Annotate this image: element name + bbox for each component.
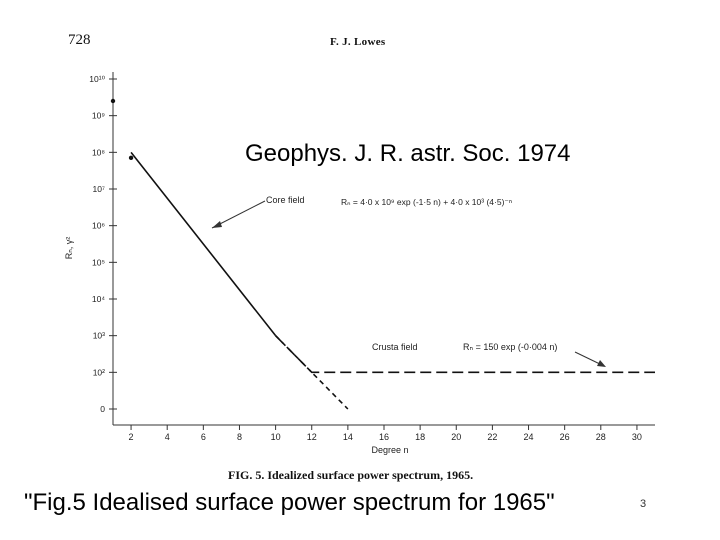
x-tick-label: 26 [560, 432, 570, 442]
x-tick-label: 30 [632, 432, 642, 442]
x-tick-label: 16 [379, 432, 389, 442]
x-tick-label: 12 [307, 432, 317, 442]
y-axis-label: Rₙ, γ² [64, 237, 74, 260]
journal-reference-title: Geophys. J. R. astr. Soc. 1974 [245, 140, 571, 167]
y-tick-label: 10⁹ [92, 111, 105, 121]
y-tick-label: 10⁶ [92, 221, 105, 231]
crustal-field-label: Crusta field [372, 342, 418, 352]
core-field-label: Core field [266, 195, 305, 205]
series-line-2 [275, 335, 349, 410]
crustal-field-formula: Rₙ = 150 exp (-0·004 n) [463, 342, 557, 352]
core-field-arrowhead [212, 221, 222, 228]
core-field-formula: Rₙ = 4·0 x 10⁹ exp (-1·5 n) + 4·0 x 10³ … [341, 197, 512, 207]
y-tick-label: 10⁵ [92, 257, 105, 267]
series-line-1 [130, 151, 277, 337]
x-tick-label: 10 [271, 432, 281, 442]
author-header: F. J. Lowes [330, 36, 386, 48]
data-point [128, 155, 134, 161]
y-tick-label: 10⁷ [92, 184, 105, 194]
y-tick-label: 10⁴ [92, 294, 105, 304]
series-line-3 [275, 335, 655, 374]
x-tick-label: 18 [415, 432, 425, 442]
x-tick-label: 28 [596, 432, 606, 442]
x-tick-label: 14 [343, 432, 353, 442]
x-tick-label: 4 [165, 432, 170, 442]
y-tick-label: 10¹⁰ [89, 74, 105, 84]
x-tick-label: 6 [201, 432, 206, 442]
x-tick-label: 8 [237, 432, 242, 442]
crustal-field-arrowhead [597, 360, 606, 367]
y-tick-label: 10² [93, 367, 105, 377]
x-tick-label: 2 [129, 432, 134, 442]
y-tick-label: 0 [100, 404, 105, 414]
data-point [110, 98, 116, 104]
x-tick-label: 24 [524, 432, 534, 442]
x-tick-label: 22 [487, 432, 497, 442]
y-tick-label: 10⁸ [92, 147, 105, 157]
slide-title: "Fig.5 Idealised surface power spectrum … [24, 489, 555, 516]
figure-caption: FIG. 5. Idealized surface power spectrum… [228, 468, 474, 482]
x-tick-label: 20 [451, 432, 461, 442]
x-axis-label: Degree n [371, 445, 408, 455]
slide-number: 3 [640, 498, 647, 510]
y-tick-label: 10³ [93, 331, 105, 341]
page-number: 728 [68, 32, 91, 48]
